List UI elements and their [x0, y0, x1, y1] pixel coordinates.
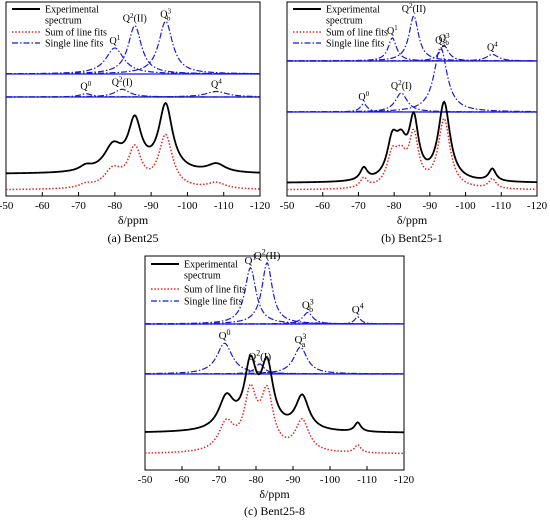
series-sum-of-line-fits [5, 133, 261, 191]
peak-label-q1: Q1 [244, 253, 256, 267]
series-experimental-spectrum [144, 354, 405, 434]
single-fit-peak-upper-3 [5, 20, 261, 75]
panel-caption: (a) Bent25 [108, 231, 159, 245]
peak-label-q3b: Q3 b [302, 297, 314, 314]
x-tick-label: -90 [423, 200, 438, 212]
single-fit-peak-upper-2 [6, 24, 260, 75]
single-fit-peak-lower-3 [145, 346, 405, 375]
legend-label-1: Experimental spectrum [184, 260, 238, 282]
x-tick-label: -80 [387, 200, 402, 212]
x-tick-label: -60 [315, 200, 330, 212]
series-experimental-spectrum [286, 100, 538, 184]
plot-frame [286, 1, 538, 197]
single-fit-peak-upper-3 [287, 44, 537, 62]
x-tick-label: -50 [280, 200, 295, 212]
legend-label-2: Sum of line fits [326, 28, 388, 39]
x-axis-label: δ/ppm [259, 487, 290, 501]
x-tick-label: -90 [286, 474, 301, 486]
plot-frame [5, 1, 261, 197]
x-tick-label: -100 [455, 200, 476, 212]
peak-label-q1: Q1 [387, 24, 398, 37]
x-axis-label: δ/ppm [397, 213, 428, 227]
peak-label-q2i: Q2(I) [112, 76, 133, 89]
legend-label-3: Single line fits [184, 297, 242, 308]
plot-frame [144, 255, 405, 471]
legend-label-3: Single line fits [326, 39, 384, 50]
single-fit-peak-upper-4 [145, 316, 404, 325]
x-tick-label: -110 [357, 474, 377, 486]
single-fit-peak-upper-1 [287, 37, 537, 62]
x-tick-label: -60 [35, 200, 50, 212]
x-tick-label: -50 [138, 474, 153, 486]
single-fit-peak-lower-3 [287, 46, 537, 113]
x-tick-label: -80 [108, 200, 123, 212]
x-tick-label: -100 [177, 200, 198, 212]
peak-label-q4: Q4 [352, 302, 364, 316]
peak-label-q2i: Q2(I) [391, 79, 412, 92]
single-fit-peak-lower-2 [286, 92, 537, 113]
peak-label-q2ii: Q2(II) [254, 248, 281, 262]
x-tick-label: -110 [214, 200, 234, 212]
x-tick-label: -120 [394, 474, 415, 486]
chart-panel-2: Q1 Q2(II) Q3 b Q4 Q0 Q2(I) Q3 a -50 -60 -70 -80 -90 -1… [280, 1, 548, 245]
x-tick-label: -70 [71, 200, 86, 212]
x-tick-label: -70 [351, 200, 366, 212]
series-sum-of-line-fits [144, 383, 405, 455]
peak-label-q4: Q4 [487, 41, 498, 54]
x-tick-label: -120 [527, 200, 548, 212]
series-sum-of-line-fits [286, 117, 538, 191]
x-tick-label: -50 [0, 200, 14, 212]
peak-label-q2ii: Q2(II) [123, 12, 147, 25]
x-tick-label: -70 [212, 474, 227, 486]
legend-label-2: Sum of line fits [45, 28, 107, 39]
single-fit-peak-lower-3 [6, 90, 261, 98]
peak-label-q1: Q1 [109, 34, 120, 47]
peak-label-q0: Q0 [80, 80, 91, 93]
peak-label-q0: Q0 [358, 90, 369, 103]
x-tick-label: -100 [320, 474, 341, 486]
peak-label-q3b: Q3 b [160, 7, 171, 22]
peak-label-q3b: Q3 b [439, 32, 450, 47]
legend-label-3: Single line fits [45, 39, 103, 50]
single-fit-peak-lower-1 [287, 103, 538, 113]
single-fit-peak-upper-1 [6, 47, 260, 75]
single-fit-peak-lower-2 [6, 88, 260, 98]
x-tick-label: -120 [250, 200, 271, 212]
legend: Experimental spectrum Sum of line fitsSing… [151, 260, 246, 308]
legend-label-1: Experimental spectrum [45, 5, 99, 27]
single-fit-peak-upper-4 [287, 53, 538, 62]
x-tick-label: -90 [144, 200, 159, 212]
x-tick-label: -110 [491, 200, 511, 212]
peak-label-q0: Q0 [219, 328, 231, 342]
single-fit-peak-upper-2 [287, 14, 537, 62]
x-tick-label: -60 [175, 474, 190, 486]
panel-caption: (b) Bent25-1 [381, 231, 443, 245]
peak-label-q2ii: Q2(II) [402, 2, 426, 15]
legend-label-1: Experimental spectrum [326, 5, 380, 27]
panel-caption: (c) Bent25-8 [244, 504, 305, 518]
x-axis-label: δ/ppm [118, 213, 149, 227]
peak-label-q3a: Q3 a [294, 332, 306, 349]
peak-label-q3a: Q3 a [435, 34, 446, 49]
legend-label-2: Sum of line fits [184, 285, 246, 296]
x-tick-label: -80 [249, 474, 264, 486]
peak-label-q4: Q4 [211, 78, 222, 91]
single-fit-peak-lower-1 [144, 342, 404, 375]
series-experimental-spectrum [5, 101, 261, 175]
